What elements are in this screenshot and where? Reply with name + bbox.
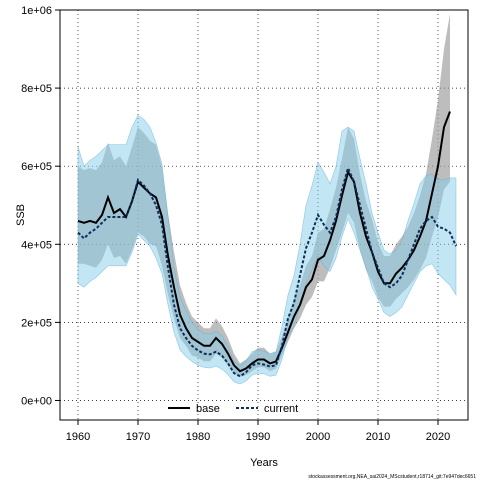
x-tick-label: 1970 <box>126 431 150 443</box>
band-current <box>77 114 457 385</box>
axes: 1960 1970 1980 1990 2000 2010 2020 0e+00 2e+05 4e… <box>21 5 450 443</box>
y-tick-label: 8e+05 <box>21 83 52 95</box>
confidence-bands <box>77 13 457 385</box>
y-tick-label: 1e+06 <box>21 5 52 17</box>
line-base <box>77 111 451 373</box>
x-tick-label: 1980 <box>186 431 210 443</box>
x-tick-label: 1960 <box>66 431 90 443</box>
y-tick-label: 6e+05 <box>21 161 52 173</box>
series-lines <box>77 111 457 378</box>
x-tick-label: 2010 <box>366 431 390 443</box>
legend-current-label: current <box>264 403 298 415</box>
plot-frame <box>59 9 469 421</box>
x-tick-label: 1990 <box>246 431 270 443</box>
line-current <box>77 165 457 378</box>
x-tick-label: 2020 <box>426 431 450 443</box>
y-tick-label: 0e+00 <box>21 395 52 407</box>
y-axis-title: SSB <box>15 204 27 226</box>
x-tick-label: 2000 <box>306 431 330 443</box>
legend-base-label: base <box>196 403 220 415</box>
y-tick-label: 4e+05 <box>21 239 52 251</box>
y-tick-label: 2e+05 <box>21 317 52 329</box>
legend: base current <box>168 403 298 415</box>
x-axis-title: Years <box>250 457 278 469</box>
footer-source: stockassessment.org,NEA_sai2024_MScstude… <box>308 474 476 480</box>
